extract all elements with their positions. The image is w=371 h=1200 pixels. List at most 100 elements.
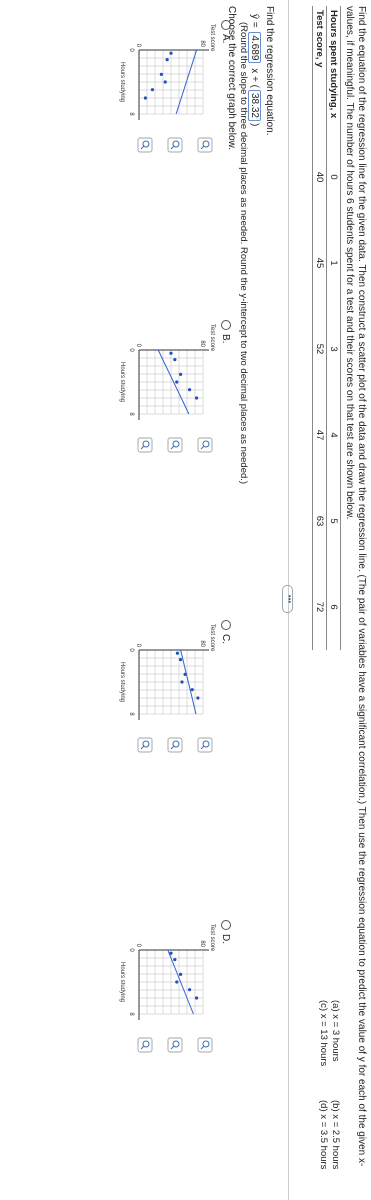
scatter-dot: [163, 80, 167, 84]
zoom-in-icon[interactable]: [197, 137, 213, 153]
scatter-dot: [173, 358, 177, 362]
icon-frame: [197, 1037, 213, 1053]
scatter-dot: [183, 672, 187, 676]
table-cell: Hours spent studying, x: [326, 6, 341, 134]
icon-glyph: [142, 1040, 150, 1048]
y-tick-label: 0: [135, 344, 141, 348]
icon-glyph: [170, 1045, 175, 1050]
icon-glyph: [140, 145, 145, 150]
y-tick-label: 80: [199, 640, 205, 647]
zoom-out-icon[interactable]: [167, 737, 183, 753]
x-tick-label: 8: [128, 712, 134, 716]
icon-glyph: [172, 1040, 180, 1048]
part-c: (c) x = 13 hours: [318, 1000, 329, 1067]
zoom-out-icon[interactable]: [167, 1037, 183, 1053]
scatter-dot: [187, 988, 192, 992]
prompt: Find the regression equation.: [264, 6, 275, 136]
option[interactable]: D. Test score 80 0 0 8 Hours studying: [81, 920, 231, 1090]
y-tick-label: 80: [199, 940, 205, 947]
option-letter: D.: [220, 934, 231, 944]
option-label: C.: [220, 620, 231, 644]
option-letter: A.: [220, 34, 231, 44]
icon-glyph: [200, 1045, 205, 1050]
icon-glyph: [140, 445, 145, 450]
scatter-dot: [150, 88, 155, 92]
table-cell: 4: [326, 392, 341, 478]
scatter-dot: [173, 958, 177, 962]
zoom-out-icon[interactable]: [167, 437, 183, 453]
icon-glyph: [172, 440, 180, 448]
icon-frame: [137, 737, 153, 753]
y-axis-title: Test score: [209, 624, 215, 652]
zoom-in-icon[interactable]: [197, 737, 213, 753]
zoom-out-icon[interactable]: [167, 137, 183, 153]
regression-line: [175, 49, 198, 115]
radio-button[interactable]: [220, 620, 231, 630]
icon-glyph: [202, 440, 210, 448]
zoom-in-icon[interactable]: [197, 1037, 213, 1053]
x-tick-label: 8: [128, 412, 134, 416]
radio-button[interactable]: [220, 20, 231, 30]
icon-frame: [137, 437, 153, 453]
x-tick-label: 8: [128, 1012, 134, 1016]
expand-icon[interactable]: [137, 1037, 153, 1053]
icon-glyph: [140, 745, 145, 750]
expand-icon[interactable]: [137, 137, 153, 153]
icon-frame: [167, 437, 183, 453]
x-axis-title: Hours studying: [119, 62, 125, 102]
icon-glyph: [140, 1045, 145, 1050]
regression-line: [167, 949, 194, 1015]
scatter-dot: [178, 658, 183, 662]
equation-open: (: [249, 84, 260, 88]
radio-button[interactable]: [220, 320, 231, 330]
icon-glyph: [200, 445, 205, 450]
icon-frame: [137, 1037, 153, 1053]
icon-glyph: [142, 140, 150, 148]
icon-frame: [197, 437, 213, 453]
table-cell: 0: [326, 134, 341, 220]
option[interactable]: B. Test score 80 0 0 8 Hours studying: [81, 320, 231, 490]
equation: ŷ = 4.689 x + (38.32): [248, 14, 261, 126]
scatter-dot: [190, 688, 194, 692]
x-tick-label: 8: [128, 112, 134, 116]
slope-input[interactable]: 4.689: [248, 32, 261, 64]
table-cell: 63: [312, 478, 327, 564]
equation-lhs: ŷ =: [249, 14, 260, 28]
radio-button[interactable]: [220, 920, 231, 930]
icon-glyph: [170, 145, 175, 150]
scatter-dot: [180, 680, 184, 684]
icon-glyph: [170, 745, 175, 750]
part-a: (a) x = 3 hours: [330, 1000, 341, 1062]
x-tick-label: 0: [128, 648, 134, 652]
intercept-input[interactable]: 38.32: [248, 89, 261, 121]
icon-frame: [167, 1037, 183, 1053]
expand-icon[interactable]: [137, 437, 153, 453]
icon-glyph: [170, 445, 175, 450]
part-d: (d) x = 3.5 hours: [318, 1100, 329, 1170]
scatter-dot: [159, 72, 163, 76]
table-cell: 5: [326, 478, 341, 564]
x-axis-title: Hours studying: [119, 662, 125, 702]
icon-glyph: [202, 140, 210, 148]
equation-close: ): [249, 123, 260, 127]
icon-glyph: [172, 140, 180, 148]
icon-frame: [167, 737, 183, 753]
y-tick-label: 80: [199, 340, 205, 347]
option-label: A.: [220, 20, 231, 43]
scatter-dot: [175, 651, 179, 655]
option-letter: C.: [220, 634, 231, 644]
option[interactable]: C. Test score 80 0 0 8 Hours studying: [81, 620, 231, 790]
icon-glyph: [142, 440, 150, 448]
expand-button[interactable]: •••: [282, 585, 294, 613]
y-axis-title: Test score: [209, 324, 215, 352]
option-label: B.: [220, 320, 231, 343]
zoom-in-icon[interactable]: [197, 437, 213, 453]
regression-line: [180, 649, 197, 715]
y-tick-label: 80: [199, 40, 205, 47]
scatter-dot: [169, 351, 173, 355]
table-cell: Test score, y: [312, 6, 327, 134]
expand-icon[interactable]: [137, 737, 153, 753]
x-axis-title: Hours studying: [119, 962, 125, 1002]
option[interactable]: A. Test score 80 0 0 8 Hours studying: [81, 20, 231, 190]
